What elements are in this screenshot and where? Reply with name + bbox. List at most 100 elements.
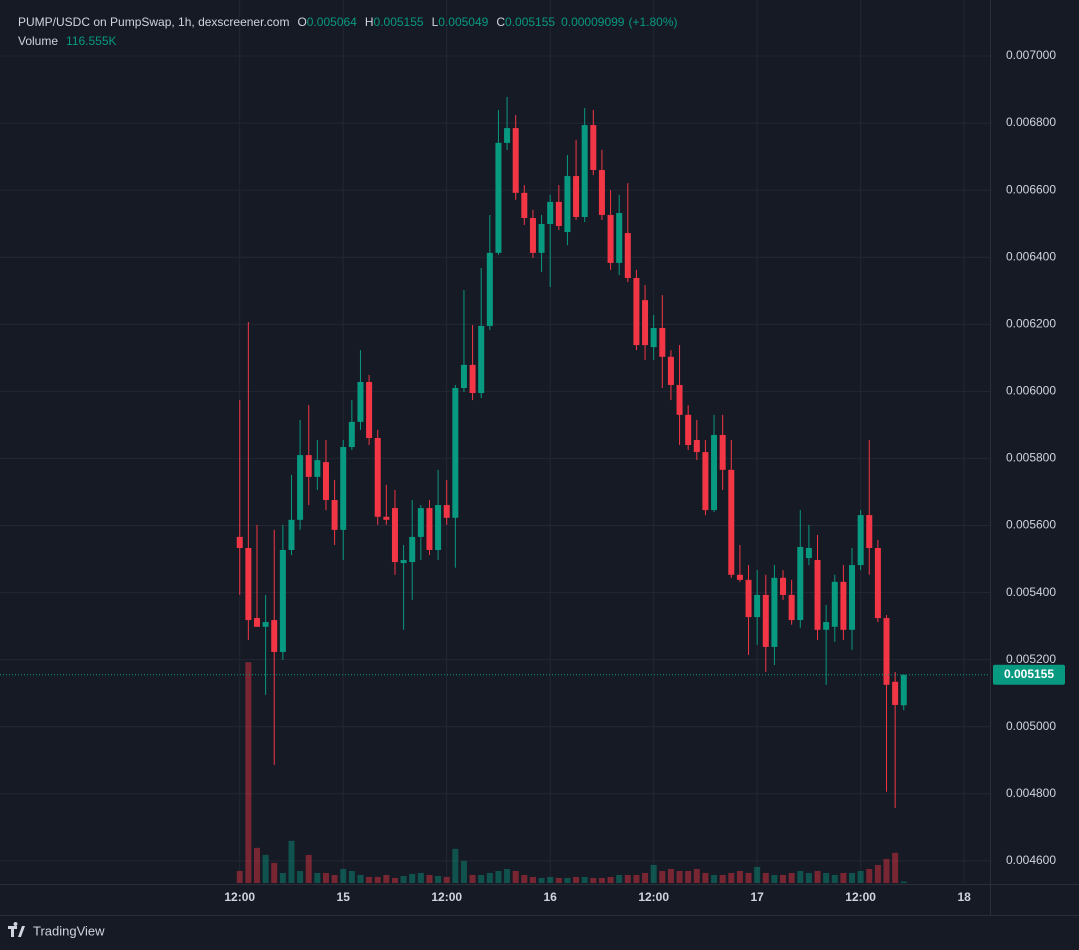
candle-body xyxy=(667,356,674,385)
volume-bar xyxy=(245,662,252,883)
ohlc-value: 0.005155 xyxy=(374,15,424,29)
candle-body xyxy=(236,536,243,548)
candle-body xyxy=(892,681,899,705)
y-tick-label: 0.004600 xyxy=(1006,853,1056,867)
candle-body xyxy=(676,384,683,415)
volume-bar xyxy=(745,872,752,883)
volume-bar xyxy=(598,877,605,883)
candle-body xyxy=(314,460,321,477)
volume-bar xyxy=(900,881,907,883)
volume-value: 116.555K xyxy=(66,34,117,48)
volume-bar xyxy=(685,870,692,883)
volume-bar xyxy=(486,872,493,883)
volume-bar xyxy=(253,847,260,883)
footer-brand: TradingView xyxy=(33,923,105,938)
candle-body xyxy=(452,388,459,518)
y-tick-label: 0.005000 xyxy=(1006,719,1056,733)
candle-body xyxy=(874,547,881,619)
candle-body xyxy=(866,515,873,548)
volume-bar xyxy=(892,852,899,883)
volume-bar xyxy=(331,874,338,883)
y-tick-label: 0.007000 xyxy=(1006,48,1056,62)
volume-bar xyxy=(547,876,554,883)
x-tick-label: 12:00 xyxy=(431,890,462,904)
candle-body xyxy=(435,505,442,550)
candle-body xyxy=(357,381,364,422)
y-tick-label: 0.006400 xyxy=(1006,249,1056,263)
candle-body xyxy=(754,594,761,618)
candle-body xyxy=(366,381,373,438)
volume-bar xyxy=(538,877,545,883)
candle-body xyxy=(736,574,743,580)
volume-bar xyxy=(469,874,476,883)
candle-body xyxy=(581,125,588,217)
volume-bar xyxy=(702,872,709,883)
legend-line: PUMP/USDC on PumpSwap, 1h, dexscreener.c… xyxy=(18,15,678,29)
candle-body xyxy=(642,300,649,346)
y-tick-label: 0.006800 xyxy=(1006,115,1056,129)
y-tick-label: 0.005400 xyxy=(1006,585,1056,599)
candle-body xyxy=(650,327,657,348)
volume-bar xyxy=(659,870,666,883)
volume-bar xyxy=(391,877,398,883)
candle-body xyxy=(512,128,519,193)
candle-body xyxy=(780,577,787,595)
volume-bar xyxy=(650,864,657,883)
ohlc-label: H xyxy=(365,15,374,29)
volume-bar xyxy=(728,872,735,883)
volume-bar xyxy=(736,870,743,883)
volume-bar xyxy=(357,874,364,883)
volume-bar xyxy=(443,876,450,883)
volume-bar xyxy=(460,860,467,883)
volume-bar xyxy=(805,872,812,883)
volume-bar xyxy=(590,877,597,883)
candle-body xyxy=(340,447,347,530)
candle-body xyxy=(478,325,485,394)
volume-bar xyxy=(555,877,562,883)
y-tick-label: 0.005200 xyxy=(1006,652,1056,666)
candle-body xyxy=(598,170,605,215)
candle-body xyxy=(685,414,692,446)
candle-body xyxy=(616,212,623,263)
x-tick-label: 18 xyxy=(957,890,971,904)
candle-body xyxy=(788,594,795,621)
volume-bar xyxy=(642,872,649,883)
candle-body xyxy=(857,515,864,566)
volume-bar xyxy=(616,874,623,883)
ohlc-label: C xyxy=(496,15,505,29)
volume-bar xyxy=(383,874,390,883)
candle-body xyxy=(348,421,355,448)
candle-body xyxy=(702,452,709,511)
volume-bar xyxy=(874,864,881,883)
volume-bar xyxy=(322,872,329,883)
candle-body xyxy=(728,469,735,575)
volume-name: Volume xyxy=(18,34,58,48)
ohlc-label: L xyxy=(432,15,439,29)
candle-body xyxy=(279,549,286,652)
volume-bar xyxy=(857,870,864,883)
volume-bar xyxy=(262,854,269,883)
candle-body xyxy=(719,434,726,470)
volume-bar xyxy=(366,876,373,883)
candle-body xyxy=(573,176,580,217)
volume-bar xyxy=(581,876,588,883)
candle-body xyxy=(253,618,260,627)
candle-body xyxy=(564,176,571,233)
volume-bar xyxy=(521,874,528,883)
candle-body xyxy=(486,252,493,326)
x-tick-label: 12:00 xyxy=(224,890,255,904)
candle-body xyxy=(624,233,631,279)
volume-bar xyxy=(348,870,355,883)
volume-bar xyxy=(409,873,416,883)
candle-body xyxy=(271,620,278,652)
volume-bar xyxy=(633,874,640,883)
candle-body xyxy=(814,560,821,630)
volume-bar xyxy=(512,870,519,883)
y-tick-label: 0.006200 xyxy=(1006,316,1056,330)
candle-body xyxy=(521,192,528,218)
volume-bar xyxy=(814,870,821,883)
volume-bar xyxy=(435,875,442,883)
